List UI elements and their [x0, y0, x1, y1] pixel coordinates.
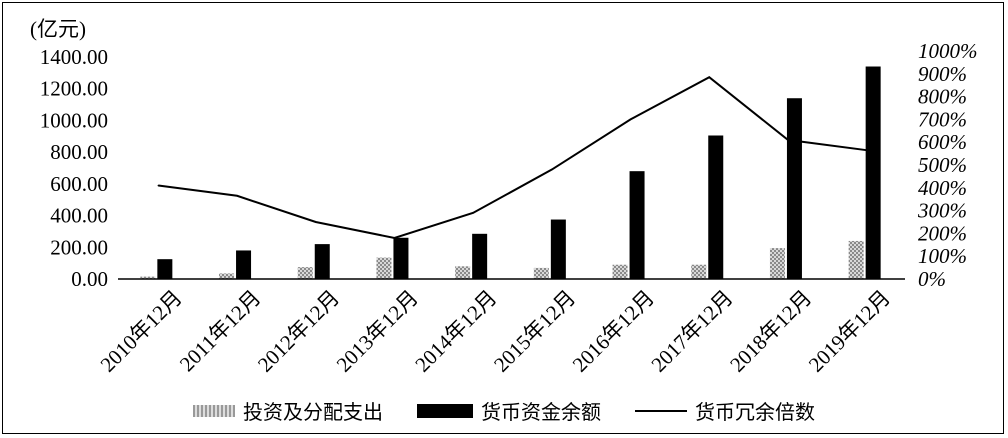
bar-cash [865, 66, 881, 279]
x-tick-label: 2016年12月 [568, 285, 659, 376]
bar-cash [157, 259, 173, 279]
x-tick-label: 2011年12月 [175, 285, 266, 376]
bars-layer [140, 66, 881, 279]
bar-investment [455, 266, 471, 279]
y-axis-unit-label: (亿元) [30, 17, 86, 41]
legend-item-investment: 投资及分配支出 [193, 396, 383, 425]
left-tick-label: 1400.00 [40, 45, 108, 69]
right-tick-label: 800% [918, 85, 967, 109]
bar-investment [848, 240, 864, 279]
left-axis-ticks: 0.00 200.00 400.00 600.00 800.00 1000.00 1200.… [40, 45, 108, 291]
line-redundancy [158, 76, 867, 239]
legend: 投资及分配支出 货币资金余额 货币冗余倍数 [0, 396, 1008, 425]
bar-cash [236, 250, 252, 279]
bar-investment [691, 264, 707, 279]
line-point [865, 149, 868, 151]
x-axis-labels: 2010年12月2011年12月2012年12月2013年12月2014年12月… [96, 285, 896, 376]
right-tick-label: 200% [918, 221, 967, 245]
legend-item-redundancy: 货币冗余倍数 [635, 396, 815, 425]
right-tick-label: 100% [918, 244, 967, 268]
right-tick-label: 500% [918, 153, 967, 177]
right-tick-label: 300% [917, 199, 967, 223]
x-tick-label: 2014年12月 [410, 285, 501, 376]
bar-cash [629, 171, 645, 279]
x-tick-label: 2010年12月 [96, 285, 187, 376]
legend-swatch-cash [417, 403, 473, 418]
line-point [551, 168, 553, 171]
x-tick-label: 2018年12月 [725, 285, 816, 376]
bar-investment [769, 248, 785, 279]
line-point [708, 76, 711, 79]
left-tick-label: 800.00 [50, 140, 108, 164]
left-tick-label: 400.00 [50, 204, 108, 228]
chart-svg: (亿元) 0.00 200.00 400.00 600.00 800.00 1000.00… [30, 17, 978, 377]
left-tick-label: 0.00 [71, 267, 108, 291]
bar-cash [550, 219, 566, 279]
bar-cash [393, 237, 409, 279]
line-point [393, 237, 396, 239]
legend-item-cash: 货币资金余额 [417, 396, 601, 425]
right-tick-label: 0% [918, 267, 946, 291]
line-point [629, 118, 632, 121]
x-tick-label: 2017年12月 [646, 285, 737, 376]
line-point [157, 184, 160, 187]
bar-cash [708, 135, 724, 279]
left-tick-label: 600.00 [50, 172, 108, 196]
line-point [236, 194, 238, 197]
bar-cash [314, 244, 330, 279]
line-layer [157, 76, 868, 239]
legend-swatch-redundancy [635, 409, 687, 412]
line-point [314, 221, 317, 223]
x-tick-label: 2019年12月 [804, 285, 895, 376]
line-point [472, 212, 474, 214]
right-tick-label: 400% [918, 176, 967, 200]
left-tick-label: 1200.00 [40, 77, 108, 101]
bar-cash [786, 98, 802, 279]
right-axis-ticks: 0%100%200%300%400%500%600%700%800%900%10… [917, 39, 978, 291]
line-point [787, 139, 789, 141]
right-tick-label: 1000% [918, 39, 978, 63]
legend-label-redundancy: 货币冗余倍数 [695, 402, 815, 424]
bar-investment [612, 264, 628, 279]
right-tick-label: 900% [918, 62, 967, 86]
bar-investment [533, 267, 549, 279]
bar-investment [376, 257, 392, 279]
x-tick-label: 2012年12月 [253, 285, 344, 376]
x-tick-label: 2015年12月 [489, 285, 580, 376]
x-tick-label: 2013年12月 [332, 285, 423, 376]
left-tick-label: 200.00 [50, 235, 108, 259]
bar-investment [297, 267, 313, 279]
bar-investment [140, 276, 156, 279]
right-tick-label: 700% [918, 107, 967, 131]
bar-investment [219, 273, 235, 279]
legend-swatch-investment [193, 404, 235, 417]
right-tick-label: 600% [918, 130, 967, 154]
left-tick-label: 1000.00 [40, 108, 108, 132]
bar-cash [472, 233, 488, 279]
legend-label-cash: 货币资金余额 [481, 402, 601, 424]
legend-label-investment: 投资及分配支出 [243, 402, 383, 424]
